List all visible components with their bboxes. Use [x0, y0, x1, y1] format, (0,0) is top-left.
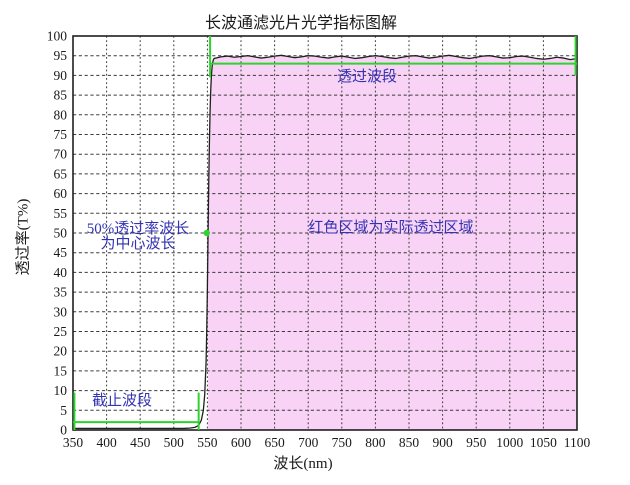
- chart-title: 长波通滤光片光学指标图解: [204, 15, 397, 32]
- y-axis-label: 透过率(T%): [15, 198, 32, 276]
- transmission-curve: [73, 54, 578, 430]
- x-tick-label: 850: [399, 435, 420, 450]
- x-tick-label: 350: [63, 435, 84, 450]
- annotation-center-wavelength-line1: 50%透过率波长: [86, 221, 190, 237]
- y-tick-label: 80: [54, 107, 68, 122]
- y-tick-label: 10: [54, 383, 68, 398]
- x-tick-label: 1050: [530, 435, 557, 450]
- x-axis-label: 波长(nm): [273, 456, 333, 472]
- plot-border: [72, 35, 578, 431]
- x-tick-label: 650: [264, 435, 285, 450]
- transmission-region-fill: [208, 55, 577, 430]
- y-tick-label: 45: [54, 245, 68, 260]
- x-tick-label: 600: [231, 435, 252, 450]
- y-tick-label: 15: [54, 363, 68, 378]
- annotation-actual-region: 红色区域为实际透过区域: [308, 220, 474, 236]
- annotation-center-wavelength-line2: 为中心波长: [100, 236, 176, 252]
- x-tick-label: 1000: [496, 435, 523, 450]
- y-tick-label: 90: [54, 68, 68, 83]
- y-tick-label: 65: [54, 166, 68, 181]
- y-tick-label: 100: [47, 29, 68, 44]
- x-tick-label: 950: [466, 435, 487, 450]
- y-tick-label: 25: [54, 324, 68, 339]
- y-tick-label: 60: [54, 186, 68, 201]
- annotation-center-wavelength: 50%透过率波长 为中心波长: [65, 222, 211, 252]
- x-tick-label: 400: [96, 435, 117, 450]
- y-tick-label: 40: [54, 265, 68, 280]
- x-tick-label: 1100: [564, 435, 591, 450]
- x-tick-label: 800: [365, 435, 386, 450]
- y-tick-label: 35: [54, 285, 68, 300]
- y-tick-label: 95: [54, 48, 68, 63]
- y-tick-label: 55: [54, 206, 68, 221]
- y-tick-label: 50: [54, 226, 68, 241]
- x-tick-label: 750: [332, 435, 353, 450]
- y-tick-label: 85: [54, 88, 68, 103]
- y-tick-label: 20: [54, 344, 68, 359]
- y-tick-label: 30: [54, 304, 68, 319]
- y-tick-label: 70: [54, 147, 68, 162]
- x-tick-label: 700: [298, 435, 319, 450]
- y-tick-label: 75: [54, 127, 68, 142]
- annotation-cutoff-band: 截止波段: [91, 393, 152, 409]
- x-tick-label: 900: [432, 435, 453, 450]
- center-wavelength-dot: [203, 229, 210, 237]
- x-tick-label: 550: [197, 435, 218, 450]
- y-tick-label: 0: [60, 423, 67, 438]
- annotation-passband: 透过波段: [336, 69, 397, 85]
- y-tick-label: 5: [60, 403, 67, 418]
- x-tick-label: 500: [164, 435, 185, 450]
- x-tick-label: 450: [130, 435, 151, 450]
